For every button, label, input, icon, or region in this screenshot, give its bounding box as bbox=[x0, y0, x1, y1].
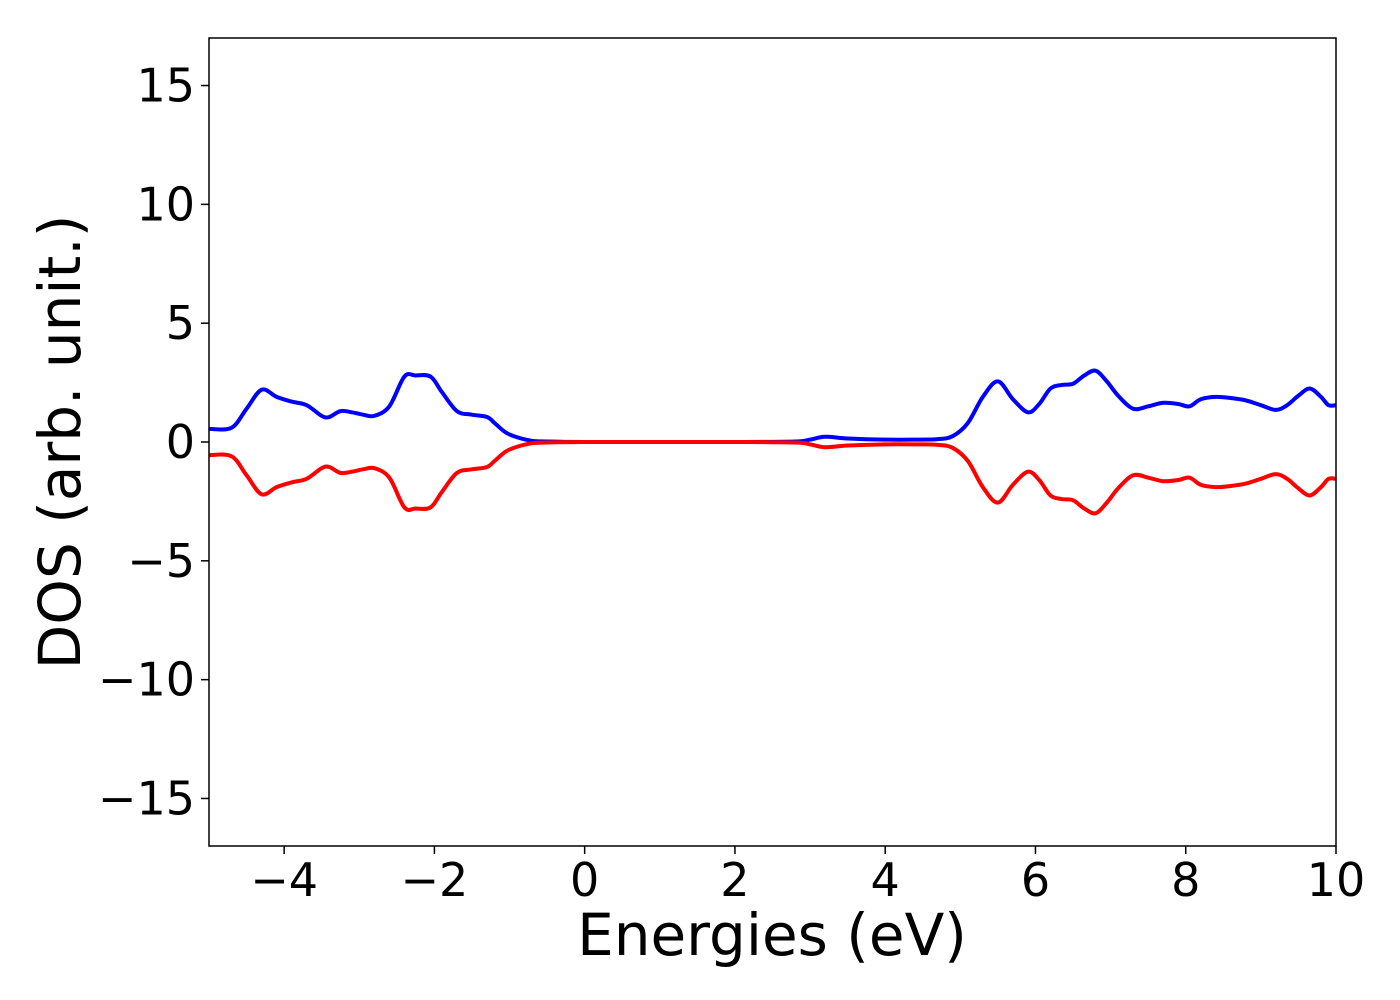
y-tick-label: −15 bbox=[98, 771, 195, 825]
x-tick-label: 10 bbox=[1307, 853, 1366, 907]
series-layer bbox=[209, 368, 1336, 516]
dos-spin-up-line bbox=[209, 368, 1336, 445]
x-tick-label: −2 bbox=[400, 853, 468, 907]
y-tick-label: −10 bbox=[98, 653, 195, 707]
x-axis: −4 −2 0 2 4 6 8 10 bbox=[250, 846, 1365, 907]
x-tick-label: 2 bbox=[720, 853, 749, 907]
x-tick-label: 0 bbox=[570, 853, 599, 907]
x-tick-label: 6 bbox=[1021, 853, 1050, 907]
x-tick-label: 8 bbox=[1171, 853, 1200, 907]
dos-spin-down-line bbox=[209, 439, 1336, 516]
y-tick-label: 5 bbox=[166, 296, 195, 350]
x-tick-label: 4 bbox=[871, 853, 900, 907]
x-axis-title: Energies (eV) bbox=[577, 901, 967, 969]
y-tick-label: 0 bbox=[166, 415, 195, 469]
y-tick-label: −5 bbox=[127, 534, 195, 588]
x-tick-label: −4 bbox=[250, 853, 318, 907]
y-axis-title: DOS (arb. unit.) bbox=[26, 215, 94, 670]
y-tick-label: 10 bbox=[136, 177, 195, 231]
y-tick-label: 15 bbox=[136, 59, 195, 113]
y-axis: −15 −10 −5 0 5 10 15 bbox=[98, 59, 209, 825]
